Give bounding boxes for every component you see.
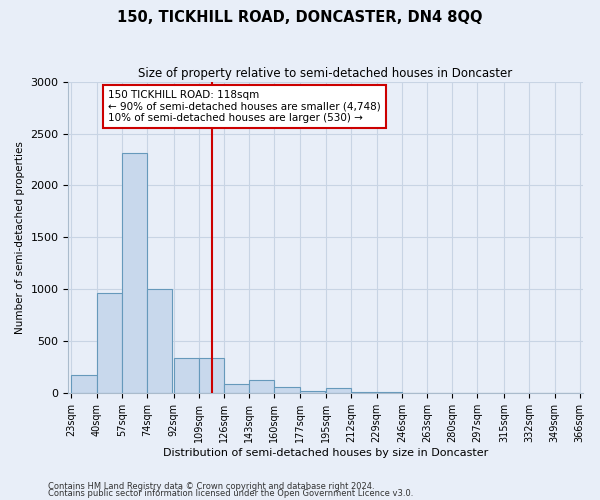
Bar xyxy=(274,387,299,393)
Text: 150 TICKHILL ROAD: 118sqm
← 90% of semi-detached houses are smaller (4,748)
10% : 150 TICKHILL ROAD: 118sqm ← 90% of semi-… xyxy=(109,90,381,123)
Y-axis label: Number of semi-detached properties: Number of semi-detached properties xyxy=(15,141,25,334)
Title: Size of property relative to semi-detached houses in Doncaster: Size of property relative to semi-detach… xyxy=(139,68,512,80)
Bar xyxy=(97,294,122,393)
Bar xyxy=(147,289,172,393)
Bar xyxy=(199,358,224,393)
X-axis label: Distribution of semi-detached houses by size in Doncaster: Distribution of semi-detached houses by … xyxy=(163,448,488,458)
Bar xyxy=(352,392,377,393)
Bar xyxy=(173,358,199,393)
Bar xyxy=(224,384,249,393)
Bar xyxy=(71,374,97,393)
Bar xyxy=(377,392,402,393)
Bar xyxy=(122,153,147,393)
Text: 150, TICKHILL ROAD, DONCASTER, DN4 8QQ: 150, TICKHILL ROAD, DONCASTER, DN4 8QQ xyxy=(117,10,483,25)
Bar xyxy=(326,388,352,393)
Text: Contains HM Land Registry data © Crown copyright and database right 2024.: Contains HM Land Registry data © Crown c… xyxy=(48,482,374,491)
Bar xyxy=(249,380,274,393)
Bar xyxy=(299,391,325,393)
Text: Contains public sector information licensed under the Open Government Licence v3: Contains public sector information licen… xyxy=(48,490,413,498)
